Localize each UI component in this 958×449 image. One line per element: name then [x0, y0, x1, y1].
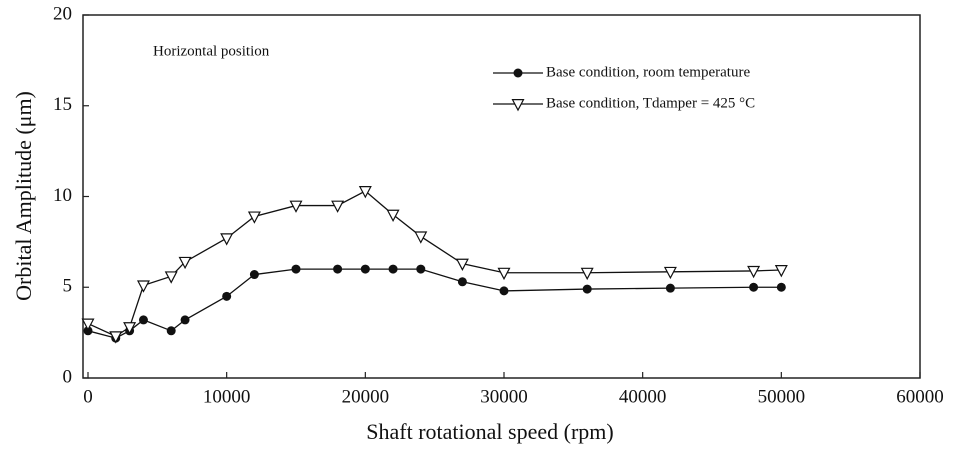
marker — [247, 211, 261, 224]
marker — [249, 270, 259, 280]
plot-frame — [82, 14, 921, 379]
x-tick-label: 60000 — [896, 386, 944, 407]
marker — [497, 267, 511, 281]
legend-label: Base condition, room temperature — [546, 64, 750, 80]
marker — [499, 286, 509, 296]
y-tick-label: 5 — [63, 276, 73, 297]
marker — [220, 233, 234, 246]
marker — [138, 315, 148, 325]
x-tick-label: 40000 — [619, 386, 667, 407]
marker — [166, 326, 176, 336]
marker — [414, 231, 428, 244]
marker — [333, 264, 343, 274]
marker — [360, 264, 370, 274]
marker — [178, 256, 192, 270]
marker — [749, 282, 759, 292]
marker — [455, 258, 469, 271]
marker — [81, 318, 95, 331]
marker — [582, 284, 592, 294]
y-tick-label: 0 — [63, 366, 73, 387]
marker — [776, 282, 786, 292]
series-line — [87, 268, 782, 339]
marker — [136, 280, 150, 293]
marker — [386, 209, 400, 222]
y-tick-label: 10 — [53, 185, 72, 206]
marker — [511, 98, 525, 112]
x-tick-label: 10000 — [203, 386, 251, 407]
marker — [358, 186, 372, 199]
marker — [289, 200, 303, 213]
x-axis-label: Shaft rotational speed (rpm) — [366, 419, 613, 444]
y-axis-label: Orbital Amplitude (μm) — [11, 91, 36, 301]
marker — [663, 266, 677, 280]
marker — [416, 264, 426, 274]
marker — [222, 291, 232, 301]
legend-label: Base condition, Tdamper = 425 °C — [546, 95, 755, 111]
y-tick-label: 15 — [53, 94, 72, 115]
x-tick-label: 0 — [83, 386, 93, 407]
marker — [457, 277, 467, 287]
marker — [580, 267, 594, 281]
marker — [291, 264, 301, 274]
marker — [665, 283, 675, 293]
y-tick-label: 20 — [53, 3, 72, 24]
marker — [164, 271, 178, 284]
marker — [109, 331, 123, 344]
marker — [123, 322, 137, 335]
x-tick-label: 50000 — [758, 386, 806, 407]
marker — [513, 68, 523, 78]
legend: Base condition, room temperature Base con… — [493, 64, 755, 111]
marker — [747, 265, 761, 279]
marker — [180, 315, 190, 325]
series-line — [87, 190, 782, 337]
x-tick-label: 20000 — [342, 386, 390, 407]
marker — [331, 200, 345, 213]
marker — [388, 264, 398, 274]
x-tick-label: 30000 — [480, 386, 528, 407]
marker — [774, 265, 788, 278]
annotation: Horizontal position — [153, 43, 270, 59]
